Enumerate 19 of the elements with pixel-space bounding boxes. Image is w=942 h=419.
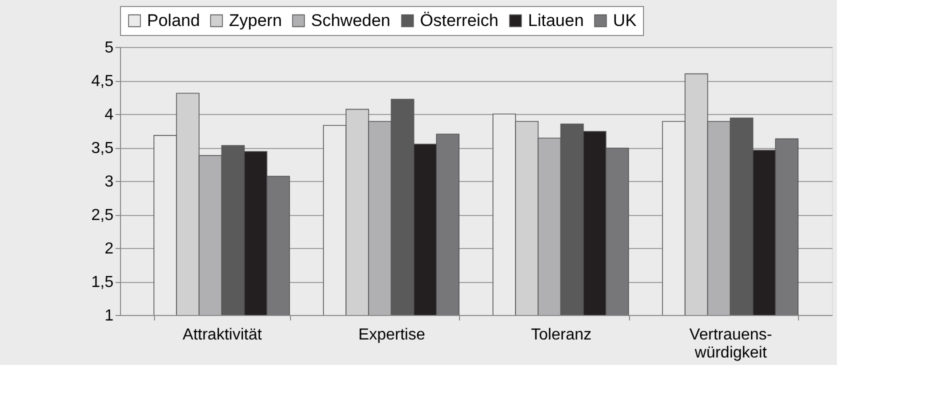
legend-label: Poland bbox=[147, 10, 200, 30]
x-tick-label: Expertise bbox=[358, 326, 426, 344]
y-tick-label: 1 bbox=[104, 308, 114, 324]
y-tick-label: 1,5 bbox=[91, 274, 114, 291]
x-tick-label: Attraktivität bbox=[182, 326, 262, 344]
x-tick-label: Vertrauens- würdigkeit bbox=[689, 326, 772, 362]
legend-label: Schweden bbox=[311, 10, 390, 30]
legend-label: Litauen bbox=[528, 10, 584, 30]
x-tick-label: Toleranz bbox=[531, 326, 592, 344]
legend-label: Österreich bbox=[420, 10, 498, 30]
y-tick-label: 2 bbox=[104, 240, 114, 258]
y-tick-label: 5 bbox=[104, 40, 114, 56]
legend-label: UK bbox=[613, 10, 638, 30]
y-tick-label: 3,5 bbox=[91, 140, 114, 157]
y-tick-label: 2,5 bbox=[91, 207, 114, 224]
legend-label: Zypern bbox=[229, 10, 282, 30]
y-tick-label: 4 bbox=[104, 106, 114, 124]
y-tick-label: 4,5 bbox=[91, 73, 114, 90]
y-tick-label: 3 bbox=[104, 174, 114, 190]
